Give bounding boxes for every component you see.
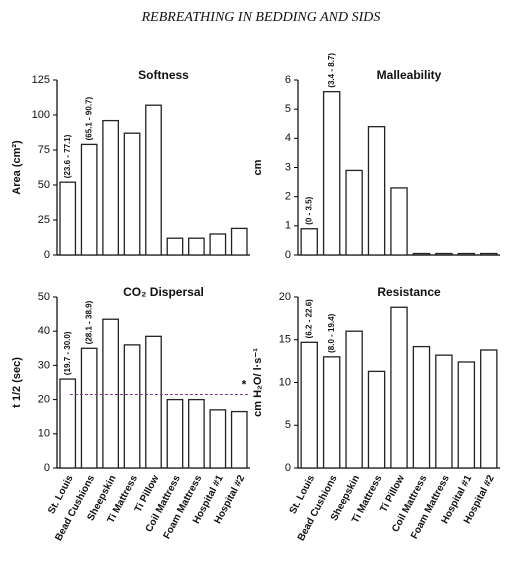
y-tick-label: 25: [38, 214, 50, 226]
bar: [367, 126, 386, 256]
y-tick-label: 2: [285, 191, 291, 203]
bar: [230, 410, 248, 469]
range-annotation: (19.7 - 30.0): [63, 331, 72, 375]
chart-title: Softness: [138, 68, 189, 82]
y-tick-label: 1: [285, 220, 291, 232]
bar: [209, 409, 227, 469]
bar: [480, 252, 498, 256]
range-annotation: (65.1 - 90.7): [84, 96, 93, 140]
bar: [322, 91, 341, 256]
bar: [59, 181, 77, 256]
bar: [102, 119, 119, 256]
bar: [59, 378, 77, 469]
chart-title: CO₂ Dispersal: [123, 285, 204, 299]
y-tick-label: 0: [285, 462, 291, 474]
y-tick-label: 0: [285, 249, 291, 261]
bar: [390, 187, 408, 256]
range-annotation: (28.1 - 38.9): [84, 300, 93, 344]
y-tick-label: 50: [38, 291, 50, 303]
bar: [457, 252, 476, 256]
y-tick-label: 5: [285, 103, 291, 115]
y-tick-label: 30: [38, 359, 50, 371]
bar: [367, 370, 386, 469]
y-axis-label: Area (cm²): [11, 140, 23, 195]
bar: [123, 132, 141, 256]
bar: [145, 335, 162, 469]
bar: [345, 169, 363, 256]
y-tick-label: 75: [38, 144, 50, 156]
y-tick-label: 100: [32, 109, 50, 121]
range-annotation: (6.2 - 22.6): [304, 299, 313, 338]
reference-label: *: [242, 378, 247, 392]
bar: [412, 345, 431, 469]
bar: [435, 354, 453, 469]
chart-title: Malleability: [377, 68, 442, 82]
y-tick-label: 0: [44, 249, 50, 261]
chart-title: Resistance: [377, 285, 441, 299]
y-tick-label: 10: [279, 376, 291, 388]
bar: [230, 227, 248, 256]
bar: [435, 252, 453, 256]
y-tick-label: 5: [285, 419, 291, 431]
bar: [166, 398, 184, 469]
bar: [300, 228, 318, 256]
y-axis-label: t 1/2 (sec): [11, 357, 23, 408]
bar: [188, 398, 205, 469]
bar: [123, 344, 141, 469]
bar: [480, 349, 498, 469]
bar: [80, 347, 98, 469]
bar: [188, 237, 205, 256]
range-annotation: (8.0 - 19.4): [327, 313, 336, 352]
y-tick-label: 6: [285, 74, 291, 86]
bar: [209, 233, 227, 256]
y-tick-label: 0: [44, 462, 50, 474]
bar: [166, 237, 184, 256]
figure-title: REBREATHING IN BEDDING AND SIDS: [141, 10, 381, 25]
bar: [390, 306, 408, 469]
y-tick-label: 20: [38, 394, 50, 406]
bar: [102, 318, 119, 469]
y-tick-label: 40: [38, 325, 50, 337]
y-tick-label: 20: [279, 291, 291, 303]
bar: [300, 341, 318, 469]
y-tick-label: 4: [285, 132, 291, 144]
bar: [457, 361, 476, 469]
range-annotation: (3.4 - 8.7): [327, 53, 336, 88]
y-axis-label: cm H₂O/ l·s⁻¹: [252, 348, 264, 417]
range-annotation: (0 - 3.5): [304, 196, 313, 224]
y-tick-label: 10: [38, 428, 50, 440]
y-tick-label: 50: [38, 179, 50, 191]
y-tick-label: 3: [285, 161, 291, 173]
y-tick-label: 15: [279, 334, 291, 346]
bar: [345, 330, 363, 469]
range-annotation: (23.6 - 77.1): [63, 134, 72, 178]
bar: [80, 143, 98, 256]
bar: [145, 104, 162, 256]
y-tick-label: 125: [32, 74, 50, 86]
bar: [322, 356, 341, 469]
bar: [412, 252, 431, 256]
y-axis-label: cm: [252, 159, 264, 175]
